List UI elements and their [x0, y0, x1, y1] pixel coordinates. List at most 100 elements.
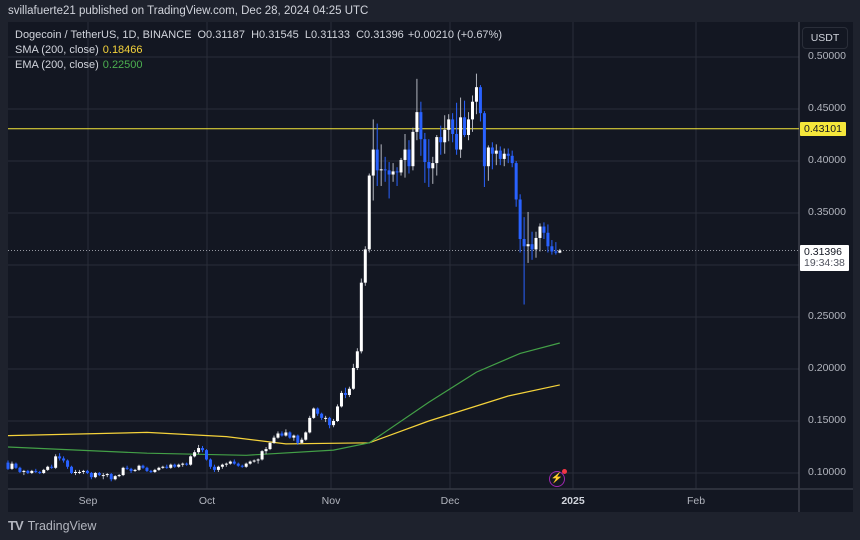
chart-pane[interactable] [8, 22, 853, 512]
candle-body [419, 112, 423, 140]
candle-body [506, 153, 510, 156]
candle-body [42, 469, 46, 473]
candle-body [14, 463, 18, 468]
sma-label: SMA (200, close) [15, 44, 99, 56]
candle-body [546, 232, 550, 247]
candle-body [502, 153, 506, 159]
candle-body [185, 463, 189, 465]
currency-button[interactable]: USDT [802, 27, 848, 49]
candle-body [336, 406, 340, 421]
candle-body [161, 466, 165, 468]
candle-body [526, 244, 530, 247]
candle-body [514, 163, 518, 200]
ema-label: EMA (200, close) [15, 59, 99, 71]
candle-body [197, 448, 201, 453]
candle-body [292, 435, 296, 438]
candle-body [260, 451, 264, 460]
candle-body [407, 149, 411, 167]
level-price-tag: 0.43101 [800, 122, 846, 136]
candle-body [208, 459, 212, 467]
candle-body [256, 459, 260, 461]
candle-body [240, 465, 244, 467]
candle-body [236, 463, 240, 466]
bar-countdown: 19:34:38 [804, 257, 845, 269]
candle-body [498, 150, 502, 159]
candle-body [470, 101, 474, 120]
publish-info: svillafuerte21 published on TradingView.… [8, 5, 369, 17]
candle-body [248, 461, 252, 464]
last-price-tag: 0.31396 19:34:38 [800, 245, 849, 271]
candle-body [169, 464, 173, 468]
candle-body [129, 468, 133, 471]
candle-body [387, 170, 391, 175]
time-tick: Oct [198, 495, 216, 507]
candle-body [66, 460, 70, 467]
ema-value: 0.22500 [102, 59, 143, 71]
candle-body [363, 249, 367, 283]
ema-legend[interactable]: EMA (200, close) 0.22500 [15, 58, 502, 73]
candle-body [145, 467, 149, 471]
candle-body [494, 150, 498, 154]
time-tick: Dec [440, 495, 460, 507]
candle-body [463, 117, 467, 135]
candle-body [81, 470, 85, 472]
candle-body [280, 433, 284, 436]
candle-body [165, 466, 169, 468]
candle-body [26, 470, 30, 473]
candle-body [93, 473, 97, 478]
candle-body [415, 112, 419, 132]
price-tick: 0.35000 [808, 206, 846, 218]
candle-body [558, 250, 562, 253]
time-tick: 2025 [561, 495, 585, 507]
price-tick: 0.50000 [808, 50, 846, 62]
candle-body [522, 239, 526, 247]
candle-body [347, 388, 351, 395]
candle-body [276, 433, 280, 438]
candle-body [554, 251, 558, 253]
ema-line [7, 342, 560, 456]
price-tick: 0.10000 [808, 466, 846, 478]
candle-body [478, 87, 482, 114]
candle-body [316, 408, 320, 414]
candle-body [328, 417, 332, 426]
candle-body [304, 432, 308, 440]
symbol-label[interactable]: Dogecoin / TetherUS, 1D, BINANCE [15, 29, 192, 41]
candle-body [403, 149, 407, 160]
candle-body [312, 408, 316, 418]
price-tick: 0.40000 [808, 154, 846, 166]
candle-body [10, 463, 14, 469]
candle-body [439, 137, 443, 143]
candle-body [375, 149, 379, 171]
candle-body [431, 163, 435, 169]
candle-body [193, 452, 197, 457]
time-tick: Feb [686, 495, 706, 507]
candle-body [201, 448, 205, 451]
flash-events-icon[interactable]: ⚡ [549, 469, 567, 487]
candle-body [46, 466, 50, 470]
candle-body [232, 461, 236, 464]
candle-body [395, 171, 399, 173]
price-tick: 0.20000 [808, 362, 846, 374]
candle-body [181, 463, 185, 465]
candle-body [451, 119, 455, 134]
candle-body [177, 464, 181, 467]
candle-body [34, 470, 38, 472]
time-tick: Nov [321, 495, 341, 507]
candle-body [109, 474, 113, 480]
candle-body [268, 442, 272, 450]
candle-body [359, 282, 363, 352]
candle-body [379, 169, 383, 171]
candle-body [343, 392, 347, 395]
notification-dot [562, 469, 567, 474]
candle-body [459, 117, 463, 150]
candle-body [391, 171, 395, 175]
candle-body [272, 437, 276, 443]
candle-body [300, 439, 304, 443]
candle-body [455, 133, 459, 150]
candle-body [367, 175, 371, 250]
candle-body [121, 467, 125, 476]
candle-body [411, 131, 415, 167]
sma-legend[interactable]: SMA (200, close) 0.18466 [15, 43, 502, 58]
candle-body [117, 475, 121, 477]
